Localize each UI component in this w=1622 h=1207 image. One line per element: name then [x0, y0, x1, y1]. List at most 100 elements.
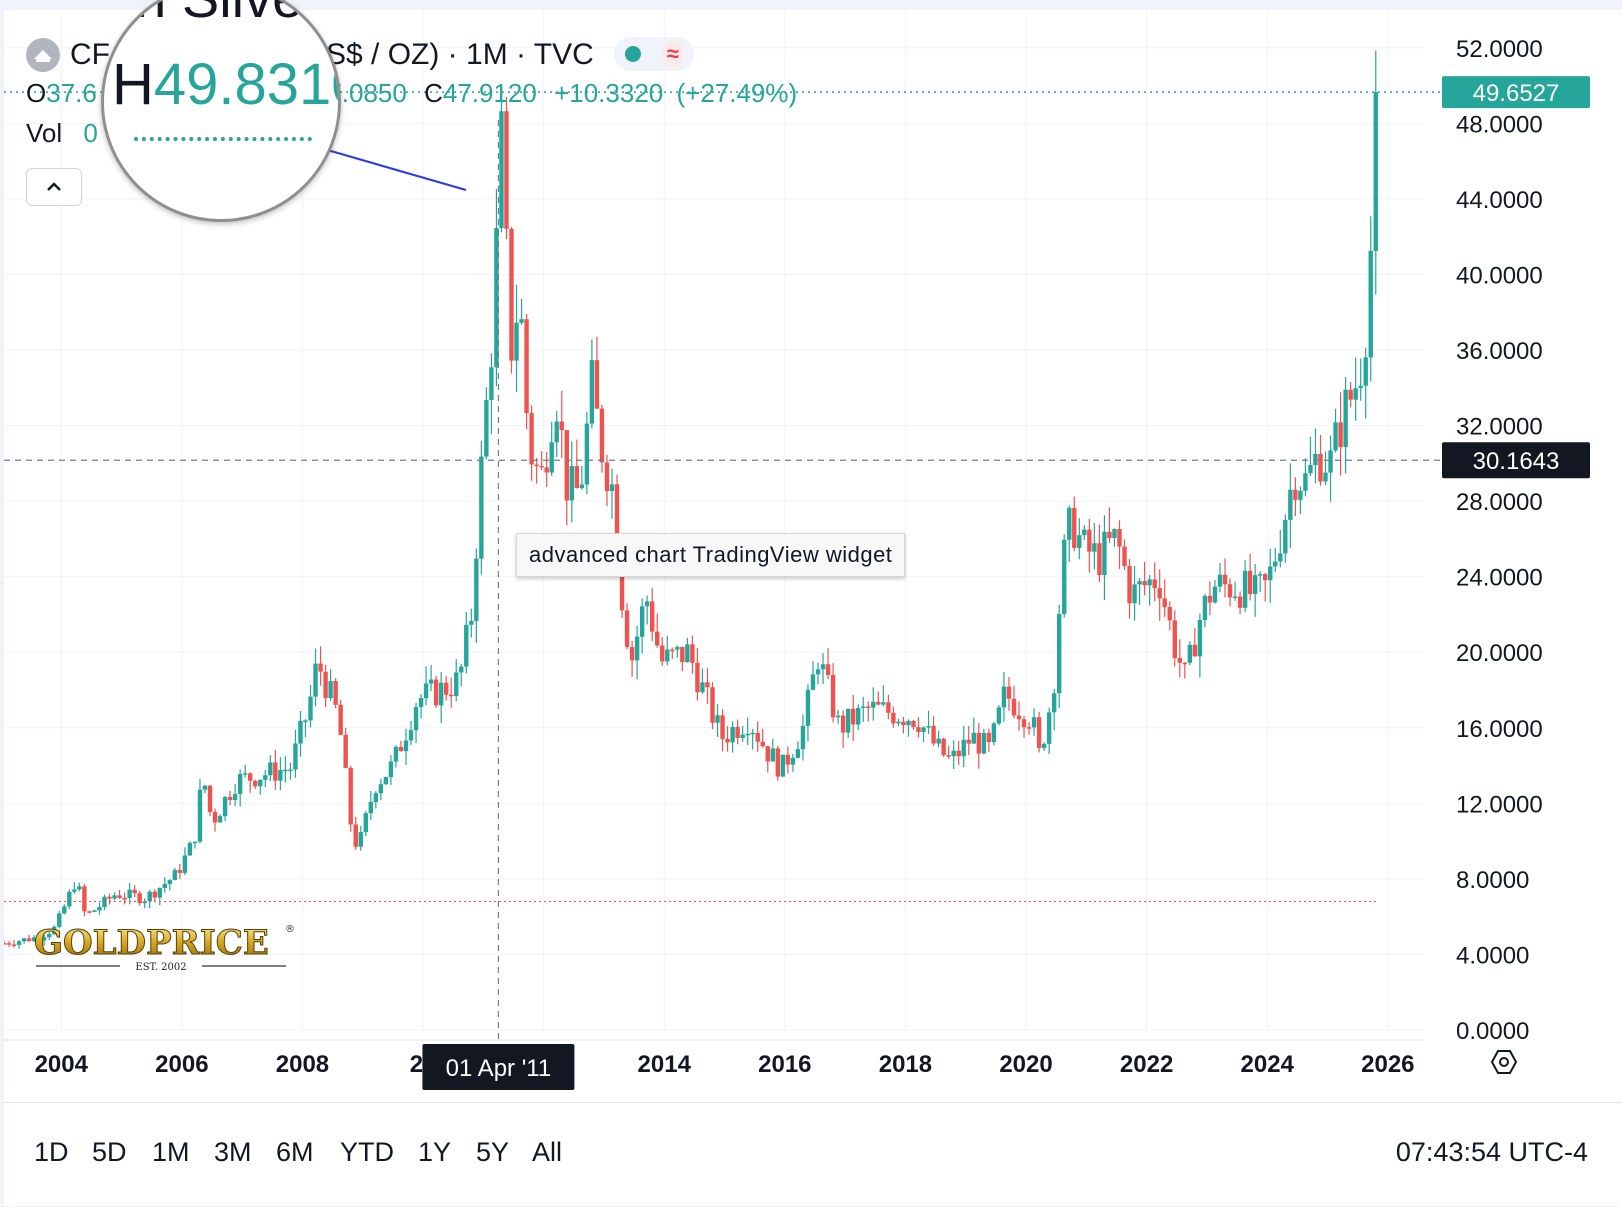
range-button-3m[interactable]: 3M: [214, 1137, 252, 1167]
time-tick-label: 2026: [1361, 1051, 1414, 1078]
bottom-toolbar: 1D 5D 1M 3M 6M YTD 1Y 5Y All 07:43:54 UT…: [4, 1102, 1622, 1207]
candle-body: [670, 649, 675, 652]
goldprice-logo: GOLDPRICE ® EST. 2002: [34, 923, 296, 974]
price-tick-label: 12.0000: [1456, 791, 1543, 818]
candle-body: [1026, 727, 1032, 729]
candle-body: [539, 465, 544, 468]
range-button-5y[interactable]: 5Y: [476, 1137, 510, 1167]
candle-body: [514, 322, 519, 361]
candle-body: [1338, 422, 1343, 448]
candle-body: [614, 484, 620, 538]
candle-body: [408, 730, 414, 741]
logo-registered-mark: ®: [285, 924, 295, 935]
candle-body: [147, 891, 152, 902]
candle-body: [263, 775, 268, 780]
candle-body: [167, 880, 173, 885]
candle-body: [47, 934, 52, 938]
magnified-dotted-line: [134, 137, 312, 141]
candle-body: [775, 748, 781, 777]
time-tick-label: 2018: [879, 1051, 932, 1078]
candle-body: [1172, 620, 1177, 659]
range-button-1m[interactable]: 1M: [152, 1137, 190, 1167]
candle-body: [981, 732, 987, 754]
candle-body: [599, 408, 605, 463]
candle-body: [298, 721, 303, 744]
candle-body: [1041, 743, 1047, 749]
candle-body: [343, 734, 348, 768]
symbol-title[interactable]: CF S$ / OZ) · 1M · TVC: [26, 34, 594, 76]
range-button-6m[interactable]: 6M: [276, 1137, 314, 1167]
candle-body: [192, 841, 198, 844]
candle-body: [579, 484, 585, 489]
range-button-1y[interactable]: 1Y: [418, 1137, 452, 1167]
candle-body: [941, 738, 946, 756]
candle-body: [393, 746, 399, 762]
candle-body: [715, 715, 720, 723]
candle-body: [26, 938, 32, 942]
close-label: C: [424, 78, 443, 108]
candle-body: [127, 889, 132, 899]
candle-body: [484, 400, 489, 457]
candle-body: [991, 723, 997, 743]
candles: [4, 50, 1378, 949]
market-status-pill[interactable]: ≈: [614, 37, 694, 71]
candle-body: [4, 943, 7, 945]
chart-canvas[interactable]: 49.6527 30.1643 01 Apr '11 0.0000 4.0000 8.0…: [4, 10, 1622, 1102]
candle-body: [242, 773, 248, 775]
candle-body: [338, 704, 343, 735]
candle-body: [16, 941, 22, 945]
settings-hex-icon: [1490, 1050, 1518, 1074]
candle-body: [886, 702, 891, 713]
price-tick-label: 48.0000: [1456, 111, 1543, 138]
candle-body: [916, 727, 921, 732]
candle-body: [464, 624, 469, 667]
candle-body: [288, 769, 293, 772]
candle-body: [745, 733, 750, 736]
open-label: O: [26, 78, 47, 108]
candle-body: [976, 732, 982, 754]
candle-body: [494, 228, 499, 368]
candle-body: [845, 708, 851, 733]
candle-body: [1142, 581, 1147, 586]
range-button-5d[interactable]: 5D: [92, 1137, 127, 1167]
price-axis: 0.0000 4.0000 8.0000 12.0000 16.0000 20.0000 2…: [1456, 36, 1543, 1074]
range-button-ytd[interactable]: YTD: [340, 1137, 394, 1167]
chart-frame: 49.6527 30.1643 01 Apr '11 0.0000 4.0000 8.0…: [4, 0, 1622, 1207]
candle-body: [308, 696, 313, 721]
candle-body: [499, 111, 504, 229]
candle-body: [398, 746, 404, 752]
candle-body: [1278, 553, 1283, 562]
candle-body: [1283, 519, 1288, 554]
logo-text: GOLDPRICE: [34, 923, 269, 963]
candle-body: [840, 715, 846, 733]
candle-body: [1252, 575, 1258, 594]
candle-body: [1117, 529, 1122, 547]
clock-timezone[interactable]: 07:43:54 UTC-4: [1395, 1137, 1588, 1167]
price-tick-label: 44.0000: [1456, 187, 1543, 214]
candle-body: [805, 689, 811, 726]
candle-body: [554, 421, 559, 443]
candle-body: [665, 649, 670, 662]
crosshair-price-label: 30.1643: [1473, 448, 1560, 475]
candle-body: [177, 870, 183, 873]
candle-body: [31, 937, 37, 942]
candle-body: [911, 721, 916, 728]
candle-body: [253, 780, 258, 787]
candle-body: [1363, 357, 1368, 386]
candle-body: [790, 757, 796, 765]
candle-body: [1122, 546, 1127, 567]
collapse-legend-button[interactable]: [26, 168, 82, 206]
range-button-all[interactable]: All: [532, 1137, 563, 1167]
candle-body: [77, 886, 82, 890]
candle-body: [293, 743, 298, 770]
candle-body: [956, 750, 961, 757]
candle-body: [227, 796, 233, 801]
candle-body: [82, 886, 87, 912]
price-tick-label: 36.0000: [1456, 338, 1543, 365]
candle-body: [1212, 586, 1218, 603]
candle-body: [770, 748, 775, 762]
range-button-1d[interactable]: 1D: [34, 1137, 69, 1167]
market-open-dot-icon: [624, 46, 641, 62]
volume-legend: Vol 0: [26, 118, 98, 149]
price-tick-label: 40.0000: [1456, 262, 1543, 289]
